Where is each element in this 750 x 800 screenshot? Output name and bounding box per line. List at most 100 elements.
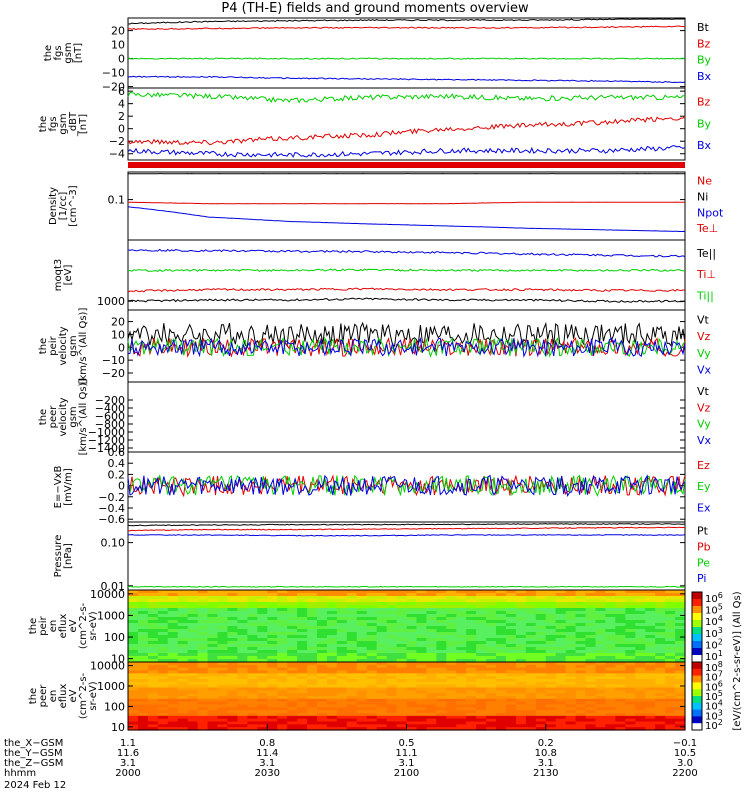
heatmap-cell <box>356 707 368 711</box>
heatmap-cell <box>157 684 169 689</box>
heatmap-cell <box>555 593 567 597</box>
heatmap-cell <box>356 590 368 594</box>
heatmap-cell <box>307 650 318 654</box>
heatmap-cell <box>128 656 139 660</box>
heatmap-cell <box>316 707 328 711</box>
heatmap-cell <box>227 698 239 703</box>
heatmap-cell <box>187 724 199 728</box>
heatmap-cell <box>535 687 547 691</box>
heatmap-cell <box>635 724 646 728</box>
heatmap-cell <box>545 664 557 669</box>
ylabel-line: [nT] <box>78 114 89 134</box>
heatmap-cell <box>486 681 497 686</box>
heatmap-cell <box>257 635 268 639</box>
heatmap-cell <box>396 664 408 669</box>
heatmap-cell <box>675 727 686 731</box>
heatmap-cell <box>555 664 567 669</box>
heatmap-cell <box>257 656 268 660</box>
heatmap-cell <box>486 693 497 697</box>
heatmap-cell <box>247 664 258 669</box>
heatmap-cell <box>456 687 467 691</box>
heatmap-cell <box>466 664 477 669</box>
heatmap-cell <box>525 718 537 723</box>
heatmap-cell <box>675 602 686 606</box>
heatmap-cell <box>476 590 487 594</box>
heatmap-cell <box>655 679 666 683</box>
heatmap-cell <box>346 698 358 703</box>
heatmap-cell <box>615 673 626 677</box>
heatmap-cell <box>456 614 467 618</box>
heatmap-cell <box>486 638 497 642</box>
heatmap-cell <box>197 673 209 677</box>
heatmap-cell <box>625 664 636 669</box>
heatmap-cell <box>197 676 209 680</box>
heatmap-cell <box>187 690 199 694</box>
heatmap-cell <box>605 690 616 694</box>
legend-Bx: Bx <box>697 139 712 152</box>
heatmap-cell <box>316 667 328 672</box>
heatmap-cell <box>247 632 258 636</box>
heatmap-cell <box>416 635 427 639</box>
heatmap-cell <box>535 647 547 651</box>
heatmap-cell <box>287 667 298 672</box>
ytick-label: 1000 <box>97 609 125 622</box>
heatmap-cell <box>356 696 368 700</box>
heatmap-cell <box>486 623 497 627</box>
heatmap-cell <box>446 673 457 677</box>
heatmap-cell <box>346 707 358 711</box>
heatmap-cell <box>267 599 278 603</box>
heatmap-cell <box>505 693 517 697</box>
series-line-Bx <box>127 145 686 158</box>
heatmap-cell <box>376 696 388 700</box>
heatmap-cell <box>476 608 487 612</box>
heatmap-cell <box>346 596 358 600</box>
heatmap-cell <box>535 690 547 694</box>
heatmap-cell <box>406 718 418 723</box>
heatmap-cell <box>436 701 447 706</box>
heatmap-cell <box>366 593 378 597</box>
heatmap-cell <box>416 724 427 728</box>
heatmap-cell <box>625 650 636 654</box>
heatmap-cell <box>496 620 507 624</box>
heatmap-cell <box>416 693 427 697</box>
heatmap-cell <box>247 599 258 603</box>
heatmap-cell <box>555 638 567 642</box>
heatmap-cell <box>137 617 149 621</box>
heatmap-cell <box>446 599 457 603</box>
heatmap-cell <box>177 590 189 594</box>
heatmap-cell <box>625 673 636 677</box>
heatmap-cell <box>605 635 616 639</box>
heatmap-cell <box>496 644 507 648</box>
heatmap-cell <box>376 644 388 648</box>
heatmap-cell <box>386 650 398 654</box>
heatmap-cell <box>217 707 229 711</box>
heatmap-cell <box>635 673 646 677</box>
heatmap-cell <box>456 670 467 674</box>
heatmap-cell <box>505 635 517 639</box>
ylabel-line: the <box>43 45 54 61</box>
heatmap-cell <box>625 679 636 683</box>
heatmap-cell <box>675 647 686 651</box>
heatmap-cell <box>267 602 278 606</box>
heatmap-cell <box>436 684 447 689</box>
heatmap-cell <box>476 662 487 666</box>
heatmap-cell <box>128 693 139 697</box>
heatmap-cell <box>287 670 298 674</box>
heatmap-cell <box>227 687 239 691</box>
heatmap-cell <box>535 608 547 612</box>
heatmap-cell <box>476 681 487 686</box>
heatmap-cell <box>545 710 557 714</box>
heatmap-cell <box>346 620 358 624</box>
heatmap-cell <box>476 664 487 669</box>
heatmap-cell <box>505 614 517 618</box>
heatmap-cell <box>615 681 626 686</box>
heatmap-cell <box>426 653 437 657</box>
heatmap-cell <box>247 620 258 624</box>
heatmap-cell <box>396 718 408 723</box>
heatmap-cell <box>287 673 298 677</box>
heatmap-cell <box>545 620 557 624</box>
ytick-label: 0 <box>118 53 125 66</box>
heatmap-cell <box>515 635 527 639</box>
heatmap-cell <box>227 684 239 689</box>
